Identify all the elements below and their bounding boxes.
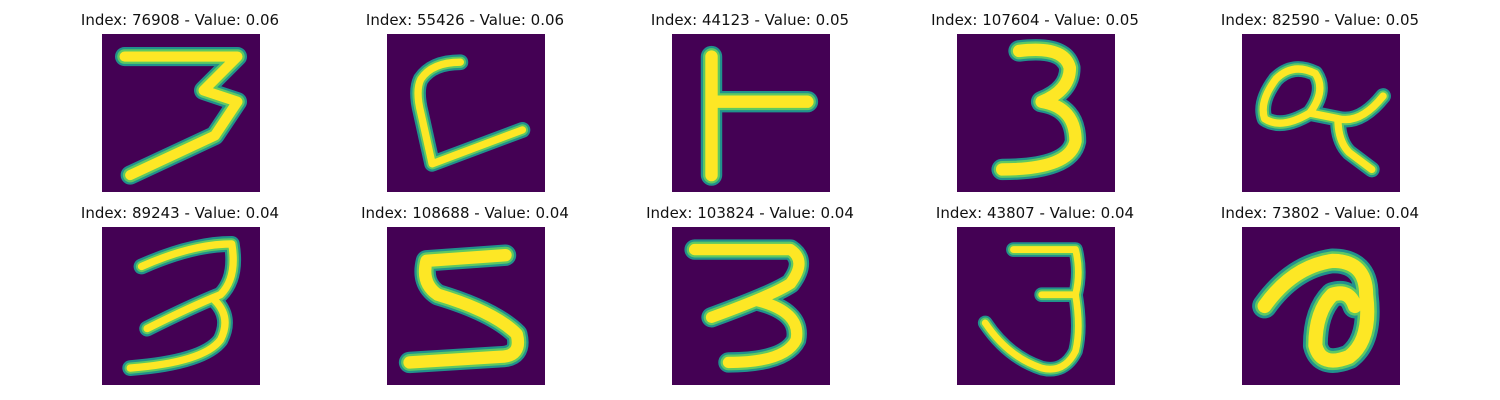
panel-2: Index: 55426 - Value: 0.06: [315, 0, 615, 192]
panel-title: Index: 107604 - Value: 0.05: [931, 11, 1139, 29]
panel-8: Index: 103824 - Value: 0.04: [600, 193, 900, 385]
digit-image: [672, 227, 830, 385]
panel-5: Index: 82590 - Value: 0.05: [1170, 0, 1470, 192]
panel-6: Index: 89243 - Value: 0.04: [30, 193, 330, 385]
digit-image: [957, 34, 1115, 192]
panel-3: Index: 44123 - Value: 0.05: [600, 0, 900, 192]
panel-1: Index: 76908 - Value: 0.06: [30, 0, 330, 192]
panel-title: Index: 44123 - Value: 0.05: [650, 11, 850, 29]
panel-title: Index: 73802 - Value: 0.04: [1220, 204, 1420, 222]
digit-image: [672, 34, 830, 192]
digit-image: [387, 227, 545, 385]
panel-9: Index: 43807 - Value: 0.04: [885, 193, 1185, 385]
panel-title: Index: 108688 - Value: 0.04: [361, 204, 569, 222]
panel-title: Index: 55426 - Value: 0.06: [365, 11, 565, 29]
panel-10: Index: 73802 - Value: 0.04: [1170, 193, 1470, 385]
digit-image: [102, 227, 260, 385]
digit-image: [1242, 227, 1400, 385]
digit-image: [387, 34, 545, 192]
digit-image: [102, 34, 260, 192]
panel-4: Index: 107604 - Value: 0.05: [885, 0, 1185, 192]
panel-title: Index: 82590 - Value: 0.05: [1220, 11, 1420, 29]
panel-7: Index: 108688 - Value: 0.04: [315, 193, 615, 385]
panel-title: Index: 76908 - Value: 0.06: [80, 11, 280, 29]
panel-title: Index: 89243 - Value: 0.04: [80, 204, 280, 222]
panel-title: Index: 103824 - Value: 0.04: [646, 204, 854, 222]
panel-title: Index: 43807 - Value: 0.04: [935, 204, 1135, 222]
digit-image: [1242, 34, 1400, 192]
digit-image: [957, 227, 1115, 385]
